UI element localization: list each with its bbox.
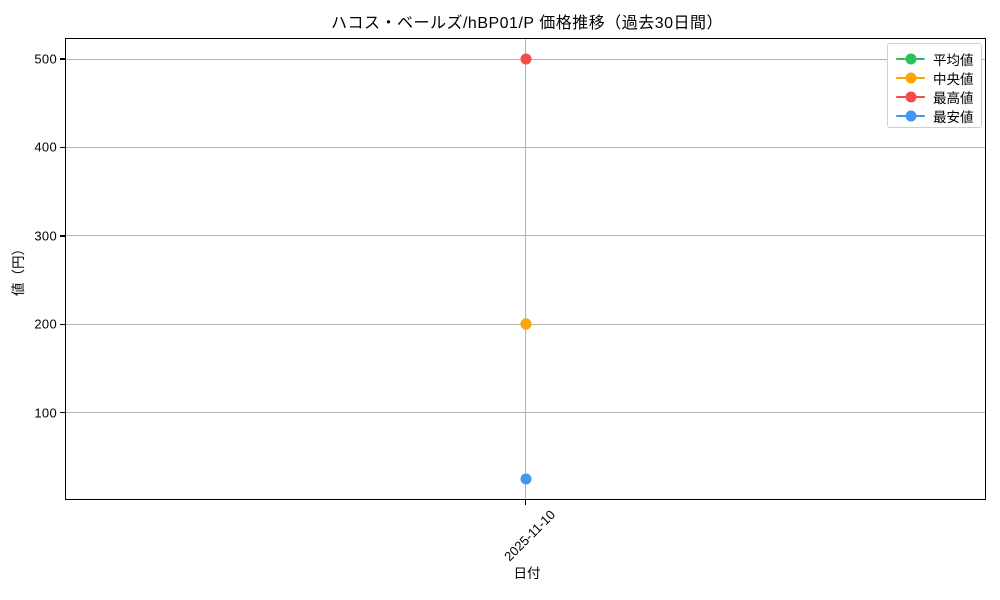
legend-line-dot-icon [896, 53, 925, 64]
x-axis-label: 日付 [513, 566, 541, 581]
plot-area [65, 38, 986, 500]
legend-item: 最安値 [896, 106, 974, 125]
legend-label: 最高値 [933, 90, 974, 106]
legend-line-dot-icon [896, 91, 925, 102]
x-tick-label: 2025-11-10 [501, 507, 559, 564]
legend-label: 平均値 [933, 52, 974, 68]
y-tick-label: 500 [34, 51, 57, 67]
y-tick-label: 200 [34, 316, 57, 332]
y-tick-mark [60, 58, 65, 60]
y-tick-label: 100 [34, 405, 57, 421]
y-axis-label: 値（円） [11, 242, 26, 296]
y-tick-label: 400 [34, 139, 57, 155]
data-point-median [520, 318, 531, 330]
y-tick-label: 300 [34, 228, 57, 244]
y-tick-mark [60, 235, 65, 237]
legend-label: 最安値 [933, 109, 974, 125]
legend: 平均値中央値最高値最安値 [887, 43, 982, 128]
legend-label: 中央値 [933, 71, 974, 87]
legend-dot [905, 53, 916, 64]
legend-item: 最高値 [896, 87, 974, 106]
legend-item: 中央値 [896, 68, 974, 87]
legend-dot [905, 72, 916, 83]
legend-item: 平均値 [896, 49, 974, 68]
y-tick-mark [60, 146, 65, 149]
x-tick-mark [524, 500, 527, 505]
legend-line-dot-icon [896, 110, 925, 121]
data-point-max [520, 53, 531, 65]
legend-line-dot-icon [896, 72, 925, 83]
legend-dot [905, 110, 916, 121]
chart-title: ハコス・ベールズ/hBP01/P 価格推移（過去30日間） [330, 15, 724, 32]
data-point-min [520, 473, 531, 485]
y-tick-mark [60, 323, 65, 325]
legend-dot [905, 91, 916, 102]
y-tick-mark [60, 411, 65, 414]
v-gridline [525, 38, 526, 500]
